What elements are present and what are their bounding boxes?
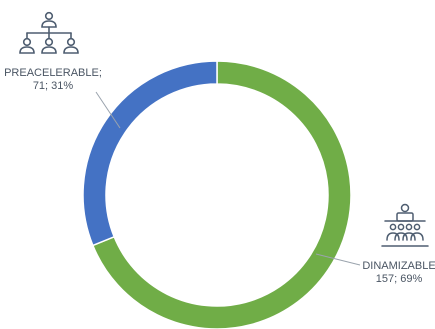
audience-presentation-icon <box>381 203 429 247</box>
data-label-preacelerable-name: PREACELERABLE; <box>4 67 102 79</box>
data-label-preacelerable-value: 71; 31% <box>33 80 74 92</box>
data-label-dinamizable-value: 157; 69% <box>376 273 423 285</box>
data-label-dinamizable-name: DINAMIZABLE <box>362 260 435 272</box>
leader-line-preacelerable <box>95 91 121 129</box>
leader-line-dinamizable <box>315 253 361 266</box>
donut-slice-dinamizable <box>91 60 352 329</box>
org-hierarchy-icon <box>19 11 79 54</box>
donut-slice-preacelerable <box>82 60 218 247</box>
donut-slices <box>82 60 352 329</box>
